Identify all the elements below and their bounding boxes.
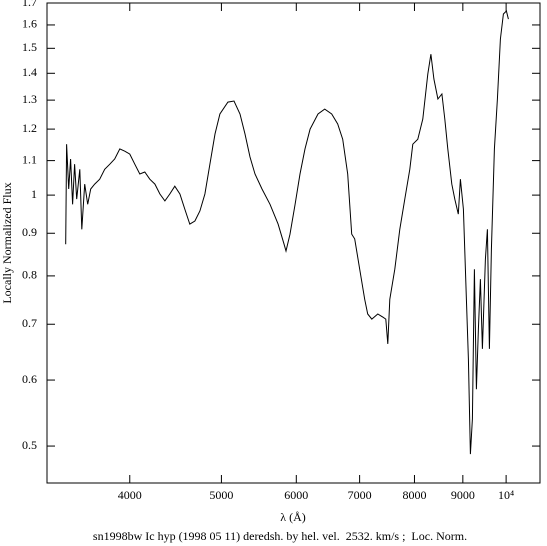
x-tick-label: 9000 [451,488,475,502]
spectrum-line [65,10,509,455]
y-tick-label: 1.2 [22,121,37,135]
y-tick-label: 0.5 [22,438,37,452]
x-tick-label: 7000 [348,488,372,502]
y-tick-label: 0.7 [22,316,37,330]
y-tick-label: 1.6 [22,17,37,31]
y-tick-label: 1.4 [22,65,37,79]
y-tick-label: 1.7 [22,0,37,9]
caption: sn1998bw Ic hyp (1998 05 11) deredsh. by… [93,529,467,543]
x-tick-label: 10⁴ [498,488,514,502]
y-tick-label: 1.1 [22,152,37,166]
y-tick-label: 0.8 [22,268,37,282]
y-axis-label: Locally Normalized Flux [0,182,14,303]
y-tick-label: 0.6 [22,372,37,386]
x-tick-label: 5000 [209,488,233,502]
x-axis-label: λ (Å) [280,510,305,524]
x-tick-label: 4000 [118,488,142,502]
x-tick-label: 8000 [402,488,426,502]
y-tick-label: 1 [31,187,37,201]
y-tick-label: 1.3 [22,92,37,106]
y-tick-label: 0.9 [22,225,37,239]
y-tick-label: 1.5 [22,40,37,54]
x-tick-label: 6000 [284,488,308,502]
plot-frame [46,2,541,484]
